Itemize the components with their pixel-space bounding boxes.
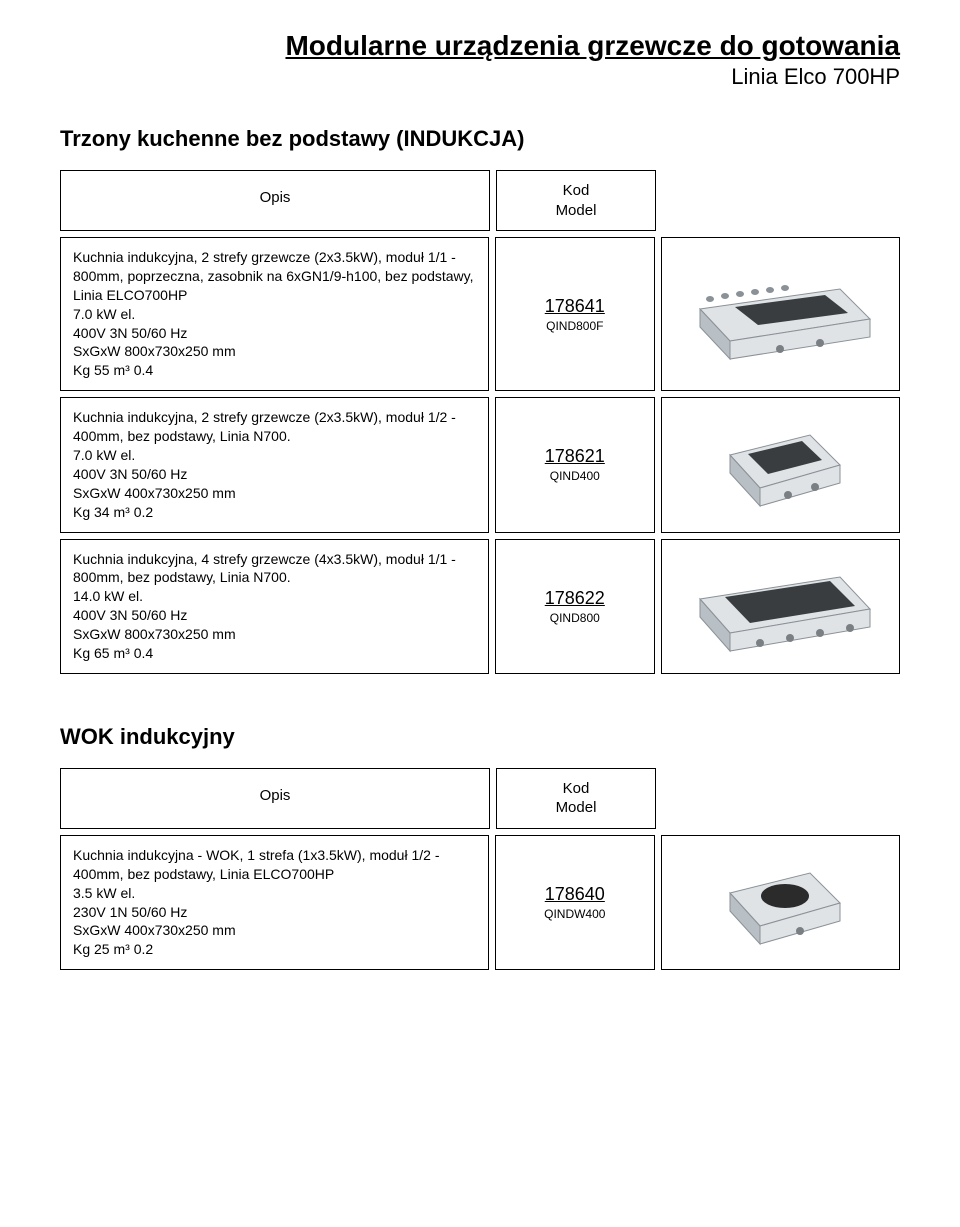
product-code-cell: 178621 QIND400 bbox=[495, 397, 655, 532]
product-image bbox=[661, 539, 900, 674]
doc-title: Modularne urządzenia grzewcze do gotowan… bbox=[60, 30, 900, 62]
power-line: 7.0 kW el. bbox=[73, 305, 476, 324]
product-desc: Kuchnia indukcyjna, 2 strefy grzewcze (2… bbox=[60, 397, 489, 532]
header-model-label: Model bbox=[556, 799, 597, 816]
product-image bbox=[661, 835, 900, 970]
product-image bbox=[661, 397, 900, 532]
power-line: 14.0 kW el. bbox=[73, 587, 476, 606]
power-line: 7.0 kW el. bbox=[73, 446, 476, 465]
voltage-line: 400V 3N 50/60 Hz bbox=[73, 324, 476, 343]
header-kod: Kod Model bbox=[496, 170, 656, 231]
desc-line: 400mm, bez podstawy, Linia N700. bbox=[73, 427, 476, 446]
weight-line: Kg 65 m³ 0.4 bbox=[73, 644, 476, 663]
product-row: Kuchnia indukcyjna, 4 strefy grzewcze (4… bbox=[60, 539, 900, 674]
wok-icon bbox=[700, 848, 860, 958]
desc-line: Kuchnia indukcyjna - WOK, 1 strefa (1x3.… bbox=[73, 846, 476, 865]
cooktop-400-icon bbox=[700, 410, 860, 520]
desc-line: Kuchnia indukcyjna, 2 strefy grzewcze (2… bbox=[73, 248, 476, 267]
voltage-line: 400V 3N 50/60 Hz bbox=[73, 606, 476, 625]
product-desc: Kuchnia indukcyjna, 4 strefy grzewcze (4… bbox=[60, 539, 489, 674]
dims-line: SxGxW 400x730x250 mm bbox=[73, 921, 476, 940]
header-kod-label: Kod bbox=[563, 182, 590, 199]
cooktop-800f-icon bbox=[680, 259, 880, 369]
product-code: 178622 bbox=[545, 588, 605, 609]
dims-line: SxGxW 400x730x250 mm bbox=[73, 484, 476, 503]
weight-line: Kg 55 m³ 0.4 bbox=[73, 361, 476, 380]
desc-line: Kuchnia indukcyjna, 2 strefy grzewcze (2… bbox=[73, 408, 476, 427]
product-row: Kuchnia indukcyjna, 2 strefy grzewcze (2… bbox=[60, 237, 900, 391]
voltage-line: 400V 3N 50/60 Hz bbox=[73, 465, 476, 484]
product-code: 178640 bbox=[545, 884, 605, 905]
product-code-cell: 178640 QINDW400 bbox=[495, 835, 655, 970]
product-model: QIND800 bbox=[550, 611, 600, 625]
product-desc: Kuchnia indukcyjna - WOK, 1 strefa (1x3.… bbox=[60, 835, 489, 970]
power-line: 3.5 kW el. bbox=[73, 884, 476, 903]
header-opis: Opis bbox=[60, 768, 490, 829]
header-opis: Opis bbox=[60, 170, 490, 231]
product-image bbox=[661, 237, 900, 391]
desc-line: Linia ELCO700HP bbox=[73, 286, 476, 305]
product-model: QIND400 bbox=[550, 469, 600, 483]
desc-line: 400mm, bez podstawy, Linia ELCO700HP bbox=[73, 865, 476, 884]
doc-subtitle: Linia Elco 700HP bbox=[60, 64, 900, 90]
section-title-1: Trzony kuchenne bez podstawy (INDUKCJA) bbox=[60, 126, 900, 152]
header-row-2: Opis Kod Model bbox=[60, 768, 900, 829]
product-code: 178641 bbox=[545, 296, 605, 317]
weight-line: Kg 34 m³ 0.2 bbox=[73, 503, 476, 522]
desc-line: 800mm, poprzeczna, zasobnik na 6xGN1/9-h… bbox=[73, 267, 476, 286]
product-code: 178621 bbox=[545, 446, 605, 467]
cooktop-800-icon bbox=[680, 551, 880, 661]
header-row-1: Opis Kod Model bbox=[60, 170, 900, 231]
section-title-2: WOK indukcyjny bbox=[60, 724, 900, 750]
header-model-label: Model bbox=[556, 202, 597, 219]
product-code-cell: 178622 QIND800 bbox=[495, 539, 655, 674]
product-model: QINDW400 bbox=[544, 907, 605, 921]
desc-line: 800mm, bez podstawy, Linia N700. bbox=[73, 568, 476, 587]
product-row: Kuchnia indukcyjna - WOK, 1 strefa (1x3.… bbox=[60, 835, 900, 970]
product-code-cell: 178641 QIND800F bbox=[495, 237, 655, 391]
header-kod-label: Kod bbox=[563, 780, 590, 797]
product-row: Kuchnia indukcyjna, 2 strefy grzewcze (2… bbox=[60, 397, 900, 532]
voltage-line: 230V 1N 50/60 Hz bbox=[73, 903, 476, 922]
weight-line: Kg 25 m³ 0.2 bbox=[73, 940, 476, 959]
product-desc: Kuchnia indukcyjna, 2 strefy grzewcze (2… bbox=[60, 237, 489, 391]
header-kod: Kod Model bbox=[496, 768, 656, 829]
product-model: QIND800F bbox=[546, 319, 603, 333]
dims-line: SxGxW 800x730x250 mm bbox=[73, 342, 476, 361]
dims-line: SxGxW 800x730x250 mm bbox=[73, 625, 476, 644]
desc-line: Kuchnia indukcyjna, 4 strefy grzewcze (4… bbox=[73, 550, 476, 569]
